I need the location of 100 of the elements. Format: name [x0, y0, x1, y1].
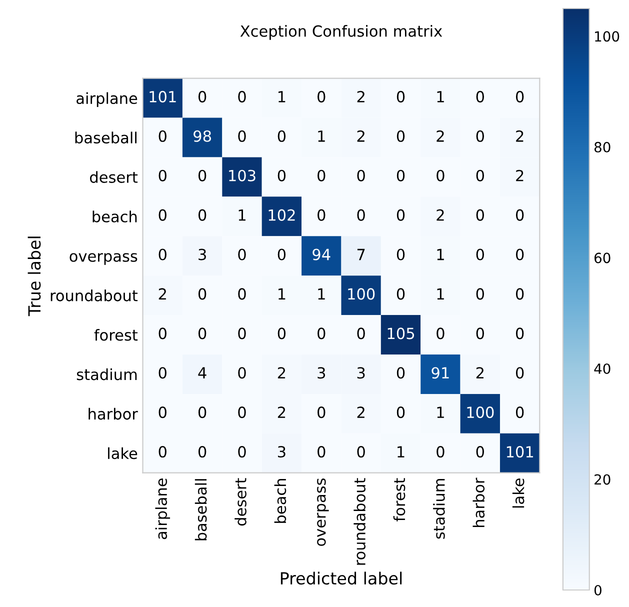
data-label: 0 [516, 406, 524, 418]
data-label: 0 [436, 170, 444, 182]
data-label: 0 [516, 288, 524, 300]
x-tick-label: roundabout [354, 478, 366, 565]
data-label: 0 [158, 446, 166, 458]
data-label: 0 [516, 90, 524, 102]
x-tick-label: baseball [194, 479, 207, 540]
data-label: 0 [278, 130, 286, 142]
data-label: 105 [388, 328, 414, 340]
data-label: 0 [476, 130, 484, 142]
data-label: 0 [158, 170, 166, 182]
data-label: 0 [238, 90, 246, 102]
data-label: 2 [436, 209, 444, 221]
data-label: 1 [437, 248, 444, 260]
data-label: 0 [278, 248, 286, 260]
data-label: 0 [396, 406, 405, 418]
data-label: 100 [348, 288, 375, 300]
data-label: 0 [198, 170, 206, 182]
data-label: 0 [357, 170, 365, 182]
data-label: 103 [229, 170, 256, 182]
data-label: 101 [506, 446, 534, 458]
data-label: 1 [238, 209, 246, 221]
y-tick-label: lake [108, 447, 138, 460]
data-label: 0 [158, 406, 166, 418]
x-tick-label: lake [512, 478, 524, 508]
y-axis-title: True label [28, 236, 41, 316]
data-label: 0 [476, 446, 484, 458]
color-bar-label: 20 [594, 474, 610, 485]
data-label: 2 [278, 406, 286, 418]
data-label: 0 [396, 288, 405, 300]
data-label: 0 [238, 406, 246, 418]
data-label: 0 [396, 248, 405, 260]
data-label: 0 [476, 248, 484, 260]
data-label: 0 [436, 328, 444, 340]
data-label: 0 [278, 170, 286, 182]
data-label: 0 [158, 328, 166, 340]
data-label: 0 [318, 170, 326, 182]
data-label: 7 [357, 248, 365, 260]
data-label: 0 [516, 328, 524, 340]
data-label: 3 [278, 446, 286, 458]
data-label: 0 [158, 209, 166, 221]
data-label: 3 [318, 367, 326, 379]
data-label: 2 [516, 170, 524, 182]
data-label: 3 [198, 248, 206, 260]
color-bar-label: 40 [594, 363, 610, 374]
data-label: 0 [476, 170, 484, 182]
data-label: 0 [238, 130, 246, 142]
data-label: 0 [238, 288, 246, 300]
data-label: 91 [432, 367, 449, 379]
data-label: 0 [198, 406, 206, 418]
data-label: 0 [476, 288, 484, 300]
y-tick-label: desert [90, 171, 138, 183]
data-label: 0 [318, 209, 326, 221]
data-label: 0 [476, 90, 484, 102]
data-label: 0 [318, 90, 326, 102]
data-label: 0 [318, 446, 326, 458]
data-label: 1 [278, 91, 286, 102]
data-label: 2 [516, 130, 524, 142]
data-label: 0 [357, 209, 365, 221]
data-label: 0 [238, 367, 246, 379]
data-label: 0 [516, 209, 524, 221]
data-label: 98 [194, 130, 211, 142]
data-label: 0 [278, 328, 286, 340]
data-label: 0 [396, 170, 405, 182]
y-tick-label: airplane [76, 92, 138, 108]
data-label: 1 [318, 288, 325, 300]
data-label: 0 [516, 248, 524, 260]
data-label: 4 [198, 367, 206, 378]
data-label: 0 [396, 130, 405, 142]
y-tick-label: roundabout [50, 290, 138, 302]
data-label: 3 [357, 367, 365, 379]
y-tick-label: baseball [75, 132, 136, 144]
data-label: 0 [396, 367, 405, 379]
data-label: 0 [476, 328, 484, 340]
data-label: 0 [318, 406, 326, 418]
x-tick-label: stadium [433, 479, 445, 539]
data-label: 0 [436, 446, 444, 458]
data-label: 2 [158, 288, 166, 300]
data-label: 101 [150, 90, 176, 102]
y-tick-label: beach [92, 210, 137, 222]
data-label: 0 [396, 90, 405, 102]
data-label: 2 [357, 406, 364, 418]
x-tick-label: desert [234, 478, 246, 526]
x-tick-label: harbor [472, 478, 485, 527]
y-tick-label: harbor [88, 408, 138, 420]
data-label: 0 [396, 209, 405, 221]
data-label: 0 [198, 288, 206, 300]
data-label: 0 [198, 328, 206, 340]
data-label: 1 [437, 91, 444, 102]
x-tick-label: forest [393, 478, 406, 522]
y-tick-label: overpass [70, 253, 138, 265]
data-label: 0 [198, 90, 206, 102]
data-label: 1 [398, 446, 404, 458]
data-label: 0 [357, 446, 365, 458]
data-label: 94 [312, 248, 330, 260]
data-label: 2 [357, 90, 364, 102]
x-tick-label: overpass [317, 478, 329, 546]
data-label: 1 [437, 406, 444, 418]
y-tick-label: stadium [76, 368, 137, 380]
data-label: 2 [278, 367, 286, 378]
